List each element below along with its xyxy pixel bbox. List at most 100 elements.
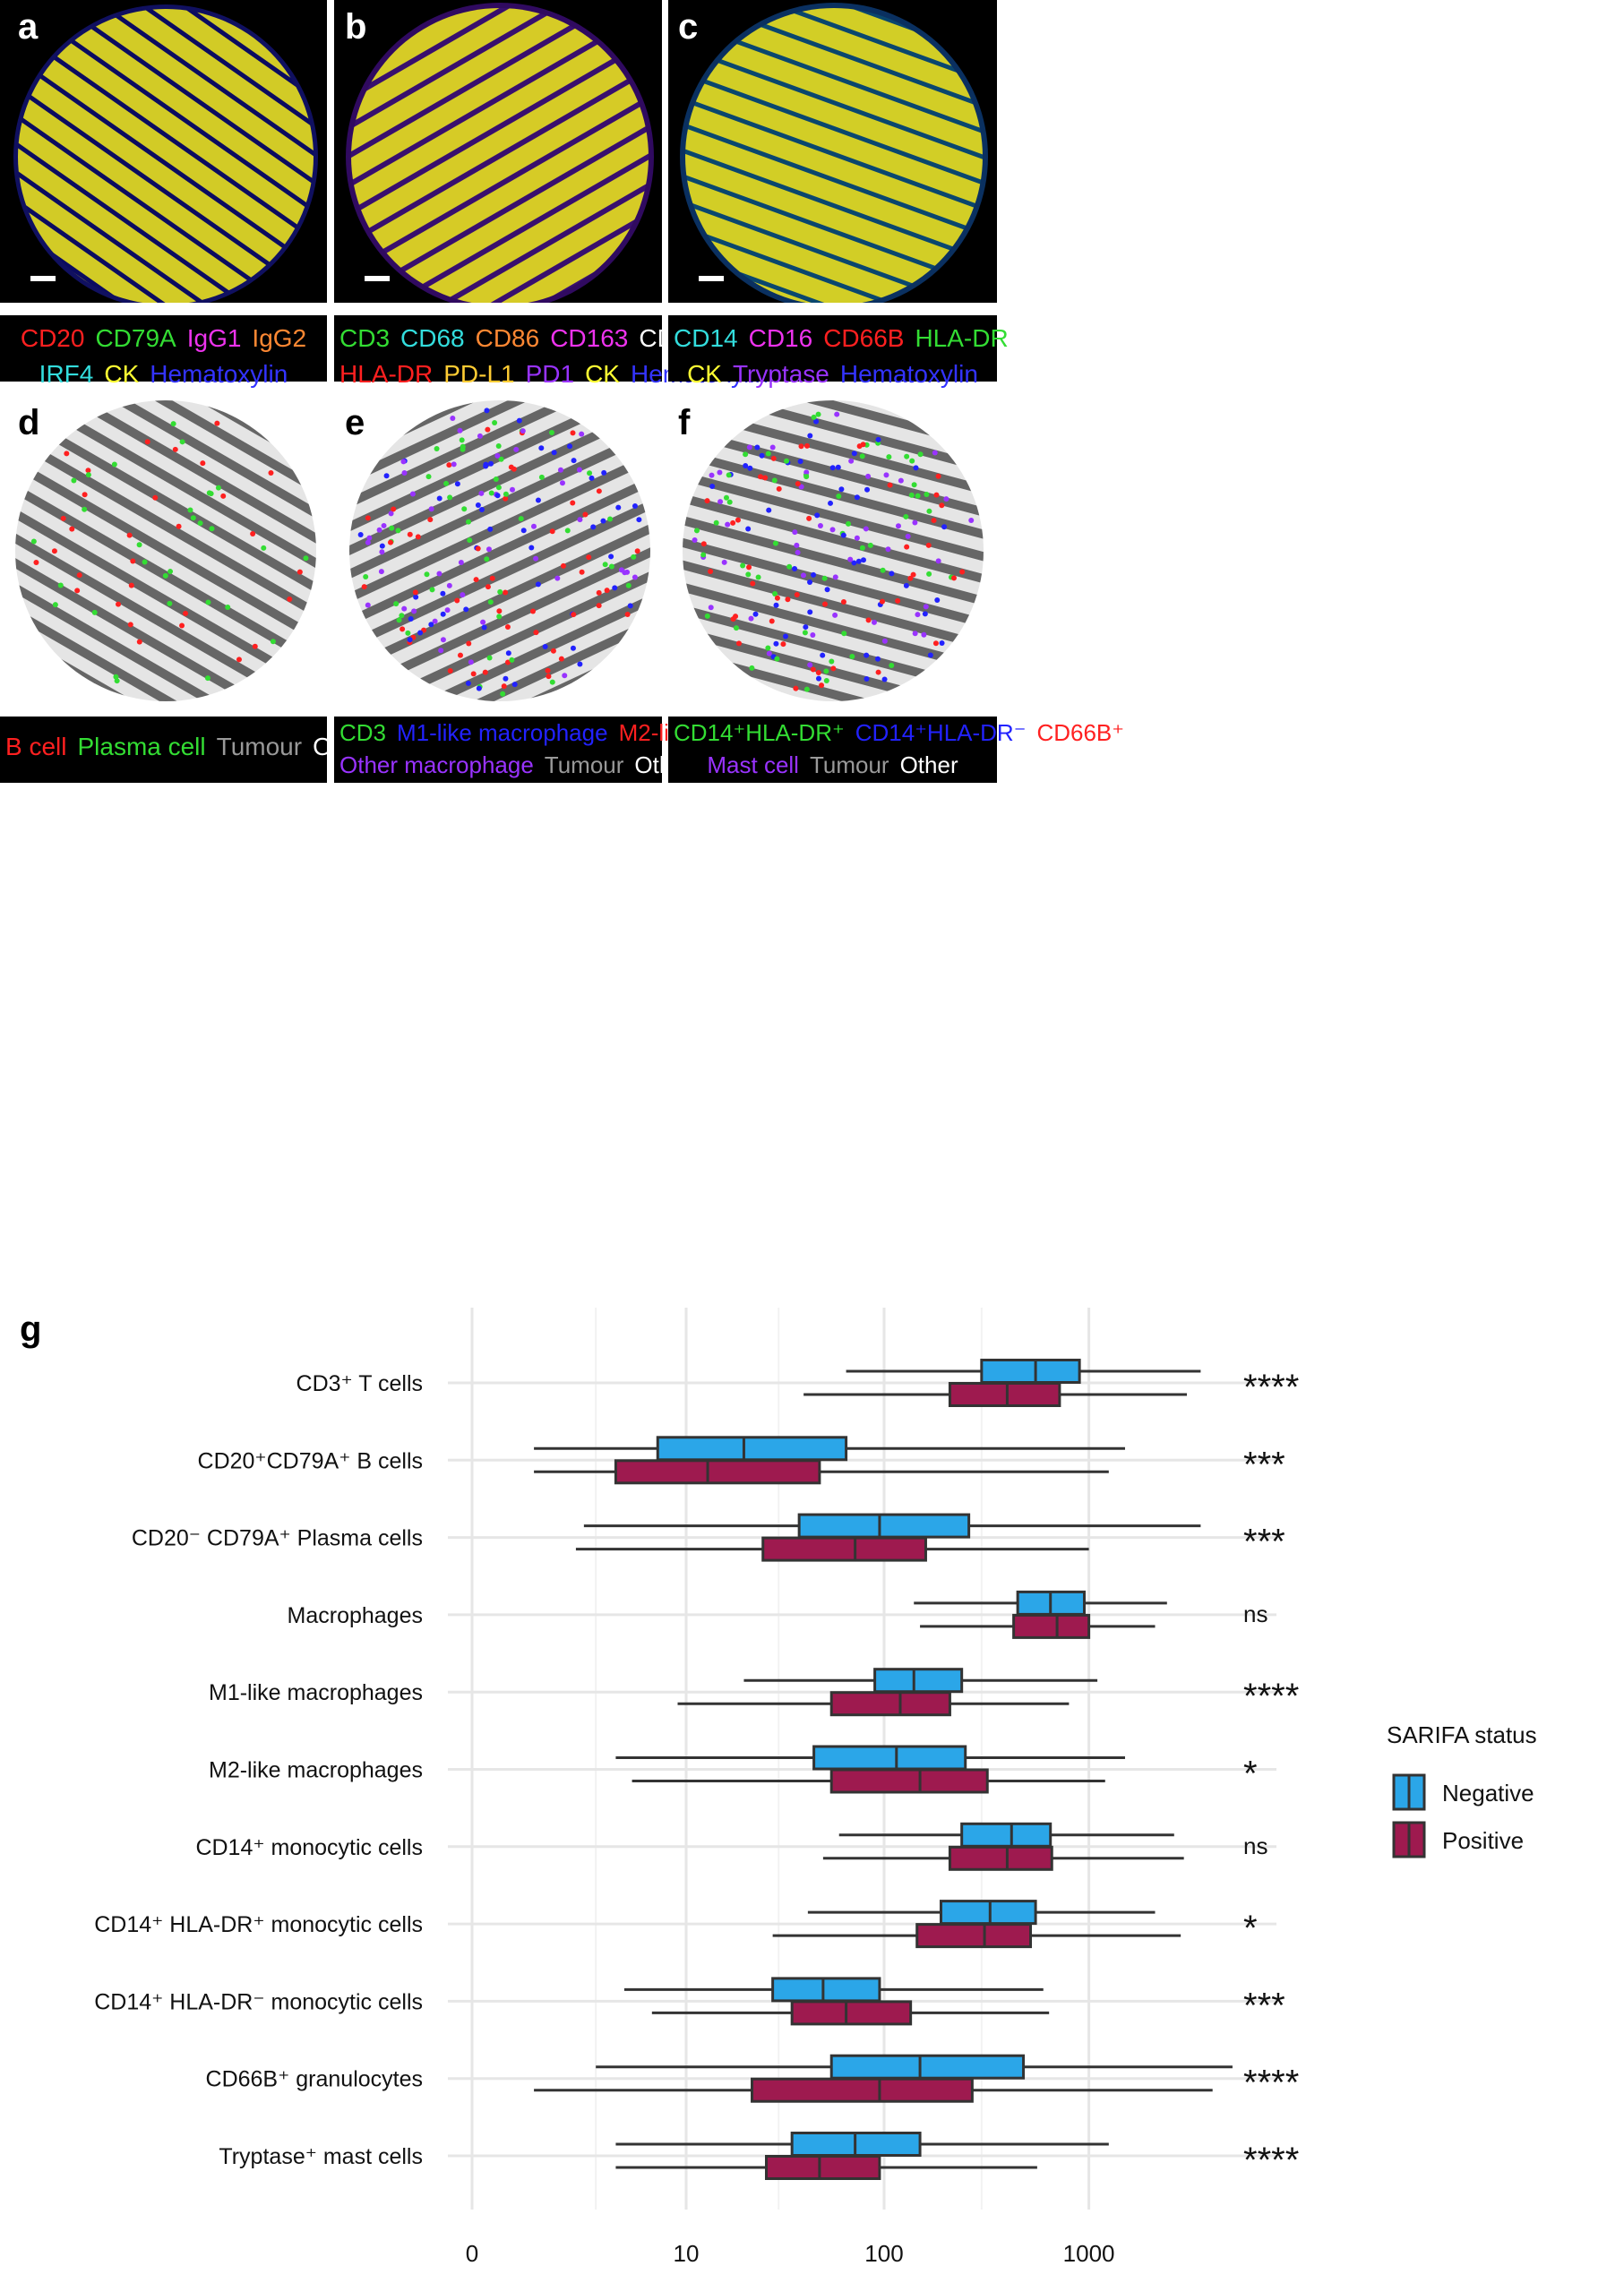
legend-entry: CD20 <box>20 324 85 352</box>
x-tick-label: 0 <box>466 2240 478 2267</box>
cell-dot <box>895 597 901 604</box>
cell-dot <box>800 572 806 579</box>
box-pos <box>915 1923 1033 1949</box>
cell-dot <box>612 585 618 591</box>
cell-dot <box>520 528 527 534</box>
legend-entry: CD3 <box>339 324 391 352</box>
cell-dot <box>773 602 779 608</box>
legend-entry: Other macrophage <box>339 751 534 778</box>
cell-dot <box>116 601 122 607</box>
cell-dot <box>383 473 390 479</box>
cell-dot <box>303 555 309 562</box>
cell-dot <box>225 604 231 610</box>
cell-dot <box>600 518 606 524</box>
significance-label: * <box>1243 1755 1258 1794</box>
cell-dot <box>840 532 846 538</box>
cell-dot <box>848 458 855 464</box>
category-label: Macrophages <box>288 1603 423 1628</box>
cell-dot <box>823 668 829 674</box>
cell-dot <box>494 493 501 499</box>
legend-row: CD14 CD16 CD66B HLA-DR <box>668 321 1009 356</box>
legend-row: CD14⁺HLA-DR⁺ CD14⁺HLA-DR⁻ CD66B⁺ <box>668 717 1124 749</box>
cell-dot <box>766 650 772 657</box>
box-pos <box>614 1459 821 1485</box>
cell-dot <box>784 458 790 464</box>
cell-dot <box>910 571 916 578</box>
category-label: CD20⁻ CD79A⁺ Plasma cells <box>132 1526 423 1551</box>
cell-dot <box>379 543 385 549</box>
cell-dot <box>57 582 64 588</box>
cell-dot <box>128 582 134 588</box>
cell-dot <box>865 617 872 623</box>
cell-dot <box>475 502 481 509</box>
cell-dot <box>798 443 804 450</box>
cell-dot <box>424 571 430 578</box>
legend-row: Other macrophage Tumour Other <box>334 749 692 781</box>
significance-label: ns <box>1243 1832 1267 1859</box>
legend-entry: CD86 <box>475 324 540 352</box>
cell-dot <box>571 612 577 618</box>
cell-dot <box>762 475 769 481</box>
cell-dot <box>487 599 494 605</box>
cell-dot <box>607 516 614 522</box>
box-pos <box>948 1382 1061 1407</box>
cell-dot <box>700 541 707 547</box>
cell-dot <box>803 624 809 631</box>
cell-dot <box>393 601 400 607</box>
cell-dot <box>205 599 211 605</box>
cell-dot <box>493 476 499 483</box>
cell-dot <box>460 443 466 450</box>
cell-dot <box>746 564 752 571</box>
cell-dot <box>745 526 752 532</box>
cell-dot <box>632 503 638 510</box>
cell-dot <box>608 563 614 570</box>
cell-dot <box>746 444 752 451</box>
cell-dot <box>505 650 511 657</box>
category-label: CD3⁺ T cells <box>296 1371 423 1396</box>
cell-dot <box>480 619 486 625</box>
cell-dot <box>492 420 498 426</box>
category-label: CD20⁺CD79A⁺ B cells <box>198 1448 423 1473</box>
cell-dot <box>792 529 798 536</box>
cell-dot <box>170 421 176 427</box>
cell-dot <box>395 528 401 534</box>
cell-dot <box>405 630 411 636</box>
cell-dot <box>478 490 485 496</box>
cell-dot <box>895 523 901 529</box>
cell-dot <box>835 464 841 470</box>
cell-dot <box>815 411 821 417</box>
cell-dot <box>501 683 507 690</box>
cell-dot <box>389 525 395 531</box>
box-neg <box>829 2054 1026 2080</box>
cell-dot <box>250 530 256 536</box>
cell-dot <box>559 480 565 486</box>
cell-dot <box>176 523 182 529</box>
cell-dot <box>912 519 918 526</box>
cell-dot <box>508 464 514 470</box>
cell-dot <box>806 515 812 521</box>
cell-dot <box>483 463 489 469</box>
cell-dot <box>197 520 203 527</box>
cell-dot <box>608 554 614 560</box>
cell-dot <box>436 495 443 502</box>
legend-a: CD20 CD79A IgG1 IgG2 IRF4 CK Hematoxylin <box>0 315 327 388</box>
legend-entry: CD16 <box>748 324 813 352</box>
cell-dot <box>488 460 494 467</box>
cell-dot <box>409 491 416 497</box>
cell-dot <box>700 552 707 558</box>
cell-dot <box>509 657 515 663</box>
cell-dot <box>740 562 746 569</box>
cell-dot <box>516 417 522 424</box>
cell-dot <box>865 473 872 479</box>
cell-dot <box>908 492 915 498</box>
cell-dot <box>450 415 456 421</box>
significance-label: **** <box>1243 1368 1299 1407</box>
legend-entry: Hematoxylin <box>839 360 978 388</box>
category-label: CD14⁺ HLA-DR⁺ monocytic cells <box>94 1912 423 1937</box>
cell-dot <box>190 515 196 521</box>
cell-dot <box>69 526 75 532</box>
cell-dot <box>748 615 754 622</box>
